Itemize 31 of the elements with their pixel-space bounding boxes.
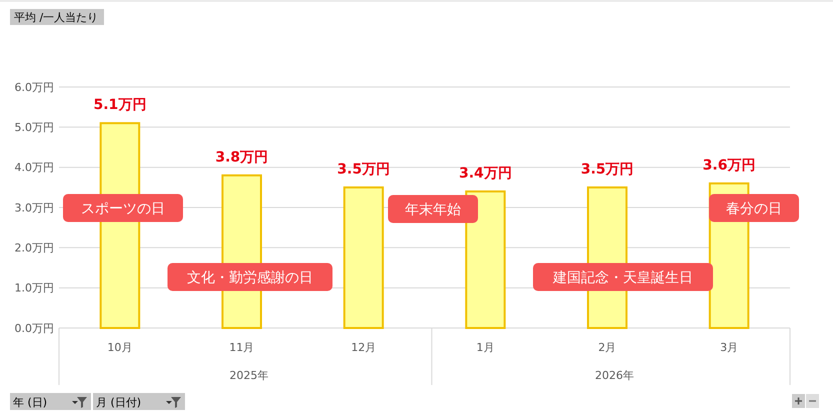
bar xyxy=(465,190,506,329)
data-label: 5.1万円 xyxy=(94,97,146,114)
data-label: 3.8万円 xyxy=(215,149,268,166)
y-tick-label: 3.0万円 xyxy=(14,201,54,214)
annotation: 年末年始 xyxy=(405,202,461,218)
data-label: 3.6万円 xyxy=(702,157,756,174)
x-tick-label: 3月 xyxy=(720,341,738,354)
y-tick-label: 2.0万円 xyxy=(14,242,54,255)
x-tick-label: 1月 xyxy=(476,341,494,354)
y-tick-label: 1.0万円 xyxy=(14,282,54,295)
x-tick-label: 2月 xyxy=(598,341,616,354)
y-tick-label: 6.0万円 xyxy=(14,80,54,94)
x-tick-label: 12月 xyxy=(351,341,376,354)
annotation: 春分の日 xyxy=(726,200,782,217)
y-tick-label: 5.0万円 xyxy=(14,121,54,134)
bar xyxy=(343,186,384,329)
annotation: スポーツの日 xyxy=(81,200,165,217)
chart-title: 平均 /一人当たり xyxy=(14,11,98,24)
data-label: 3.4万円 xyxy=(459,165,512,182)
x-tick-label: 11月 xyxy=(229,341,254,354)
y-tick-label: 4.0万円 xyxy=(14,161,54,174)
text: 年 (日) xyxy=(13,396,48,409)
text: 2026年 xyxy=(595,369,634,382)
x-tick-label: 10月 xyxy=(107,341,132,354)
text: 月 (日付) xyxy=(96,396,142,409)
y-tick-label: 0.0万円 xyxy=(14,322,54,335)
text: 2025年 xyxy=(230,369,268,382)
data-label: 3.5万円 xyxy=(337,161,390,178)
data-label: 3.5万円 xyxy=(580,161,634,178)
annotation: 建国記念・天皇誕生日 xyxy=(552,270,693,286)
annotation: 文化・勤労感謝の日 xyxy=(187,270,313,286)
